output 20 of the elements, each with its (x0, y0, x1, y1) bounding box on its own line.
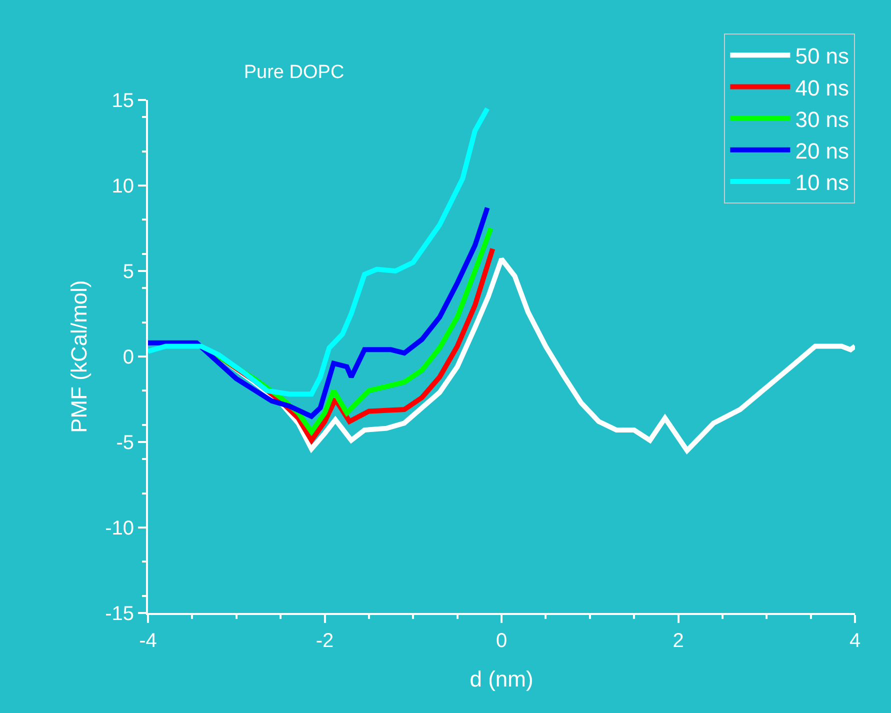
legend-label: 30 ns (795, 106, 850, 132)
y-tick-label: 10 (112, 176, 134, 198)
x-tick-label: 4 (849, 630, 861, 652)
legend-label: 50 ns (795, 44, 850, 69)
legend-label: 20 ns (795, 138, 850, 164)
x-tick-label: -4 (139, 630, 157, 652)
legend-label: 10 ns (795, 170, 850, 196)
y-tick-label: 0 (122, 346, 134, 368)
y-axis-title: PMF (kCal/mol) (66, 280, 92, 433)
x-axis-title: d (nm) (470, 666, 534, 692)
legend-label: 40 ns (795, 75, 850, 100)
x-tick-label: -2 (316, 630, 334, 652)
y-tick-label: 5 (122, 261, 134, 283)
chart-title: Pure DOPC (244, 62, 344, 83)
x-tick-label: 0 (496, 630, 508, 652)
y-tick-label: -10 (105, 518, 134, 540)
y-tick-label: 15 (112, 90, 134, 112)
x-tick-label: 2 (672, 630, 684, 652)
y-tick-label: -15 (105, 603, 134, 625)
y-tick-label: -5 (116, 432, 134, 454)
